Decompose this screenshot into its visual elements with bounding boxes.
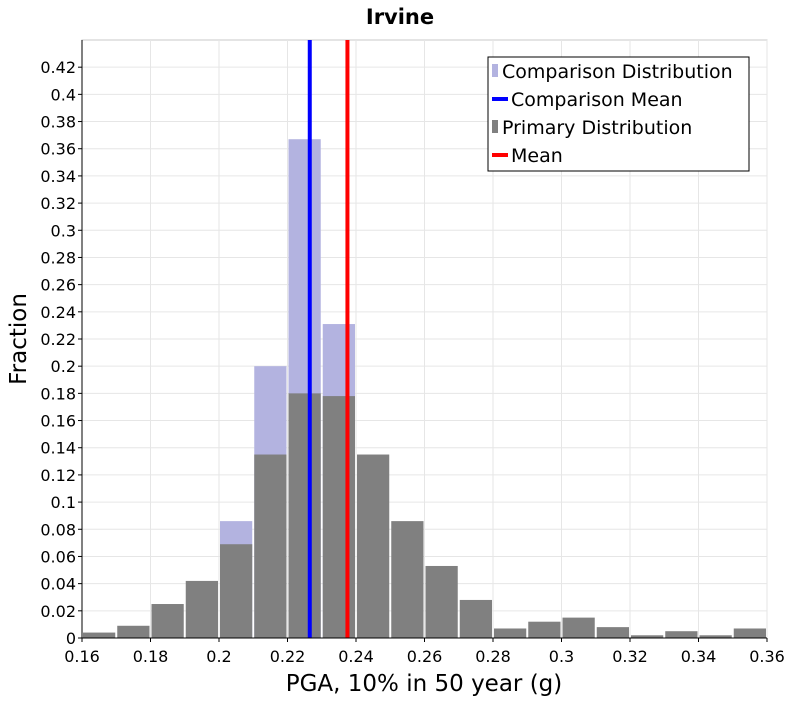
primary-distribution-bar-4 [220,544,253,638]
y-axis-label: Fraction [6,293,32,385]
mean-lines [307,40,350,638]
y-tick-label: 0 [66,629,76,648]
legend-box [487,56,750,172]
y-tick-label: 0.38 [40,113,76,132]
y-tick-label: 0.18 [40,384,76,403]
y-tick-label: 0.14 [40,439,76,458]
x-tick-label: 0.3 [549,647,574,666]
primary-distribution-bar-9 [391,521,424,638]
primary-distribution-bar-5 [254,454,287,638]
y-tick-label: 0.28 [40,248,76,267]
y-tick-label: 0.2 [51,357,76,376]
y-tick-label: 0.1 [51,493,76,512]
primary-distribution-bar-16 [631,635,664,638]
y-tick-label: 0.16 [40,412,76,431]
legend-label-comparison-mean: Comparison Mean [511,89,683,111]
x-tick-label: 0.26 [407,647,443,666]
primary-distribution-bar-8 [357,454,390,638]
y-tick-label: 0.34 [40,167,76,186]
primary-distribution-bar-17 [665,631,698,638]
x-tick-label: 0.28 [475,647,511,666]
x-tick-label: 0.22 [270,647,306,666]
y-axis-ticks: 0 0.02 0.04 0.06 0.08 0.1 0.12 0.14 0.16 0.18 0.2 0… [40,58,82,648]
legend: Comparison Distribution Comparison Mean Pr… [487,56,750,172]
y-tick-label: 0.4 [51,85,76,104]
primary-distribution-bar-15 [596,627,629,638]
legend-label-comparison-distribution: Comparison Distribution [502,61,733,83]
x-axis-label: PGA, 10% in 50 year (g) [286,671,563,697]
legend-label-primary-distribution: Primary Distribution [502,117,692,139]
primary-distribution-bar-10 [425,565,458,638]
x-tick-label: 0.18 [133,647,169,666]
y-tick-label: 0.06 [40,547,76,566]
legend-label-mean: Mean [511,145,563,167]
x-tick-label: 0.34 [681,647,717,666]
y-tick-label: 0.32 [40,194,76,213]
x-tick-label: 0.2 [206,647,231,666]
x-tick-label: 0.16 [64,647,100,666]
y-tick-label: 0.24 [40,303,76,322]
primary-distribution-bar-7 [322,396,355,638]
y-tick-label: 0.3 [51,221,76,240]
x-tick-label: 0.24 [338,647,374,666]
primary-distribution-bar-6 [288,393,321,638]
primary-distribution-bar-1 [117,625,150,638]
y-tick-label: 0.26 [40,276,76,295]
primary-distribution-bar-12 [494,628,527,638]
primary-distribution-bar-11 [459,599,492,638]
primary-distribution-bar-14 [562,617,595,638]
primary-distribution-bar-19 [733,628,766,638]
y-tick-label: 0.22 [40,330,76,349]
legend-swatch-primary-distribution [492,120,498,133]
y-tick-label: 0.36 [40,140,76,159]
primary-distribution-bar-3 [185,580,218,638]
y-tick-label: 0.42 [40,58,76,77]
primary-distribution-bar-18 [699,635,732,638]
y-tick-label: 0.02 [40,602,76,621]
x-tick-label: 0.36 [749,647,785,666]
x-tick-label: 0.32 [612,647,648,666]
chart-title: Irvine [366,5,434,29]
y-tick-label: 0.04 [40,575,76,594]
y-tick-label: 0.12 [40,466,76,485]
legend-swatch-comparison-distribution [492,64,498,77]
primary-bars [83,393,766,638]
y-tick-label: 0.08 [40,520,76,539]
primary-distribution-bar-2 [151,604,184,638]
primary-distribution-bar-13 [528,621,561,638]
x-axis-ticks: 0.16 0.18 0.2 0.22 0.24 0.26 0.28 0.3 0.32 0.34 0.… [64,638,785,666]
primary-distribution-bar-0 [83,632,116,638]
